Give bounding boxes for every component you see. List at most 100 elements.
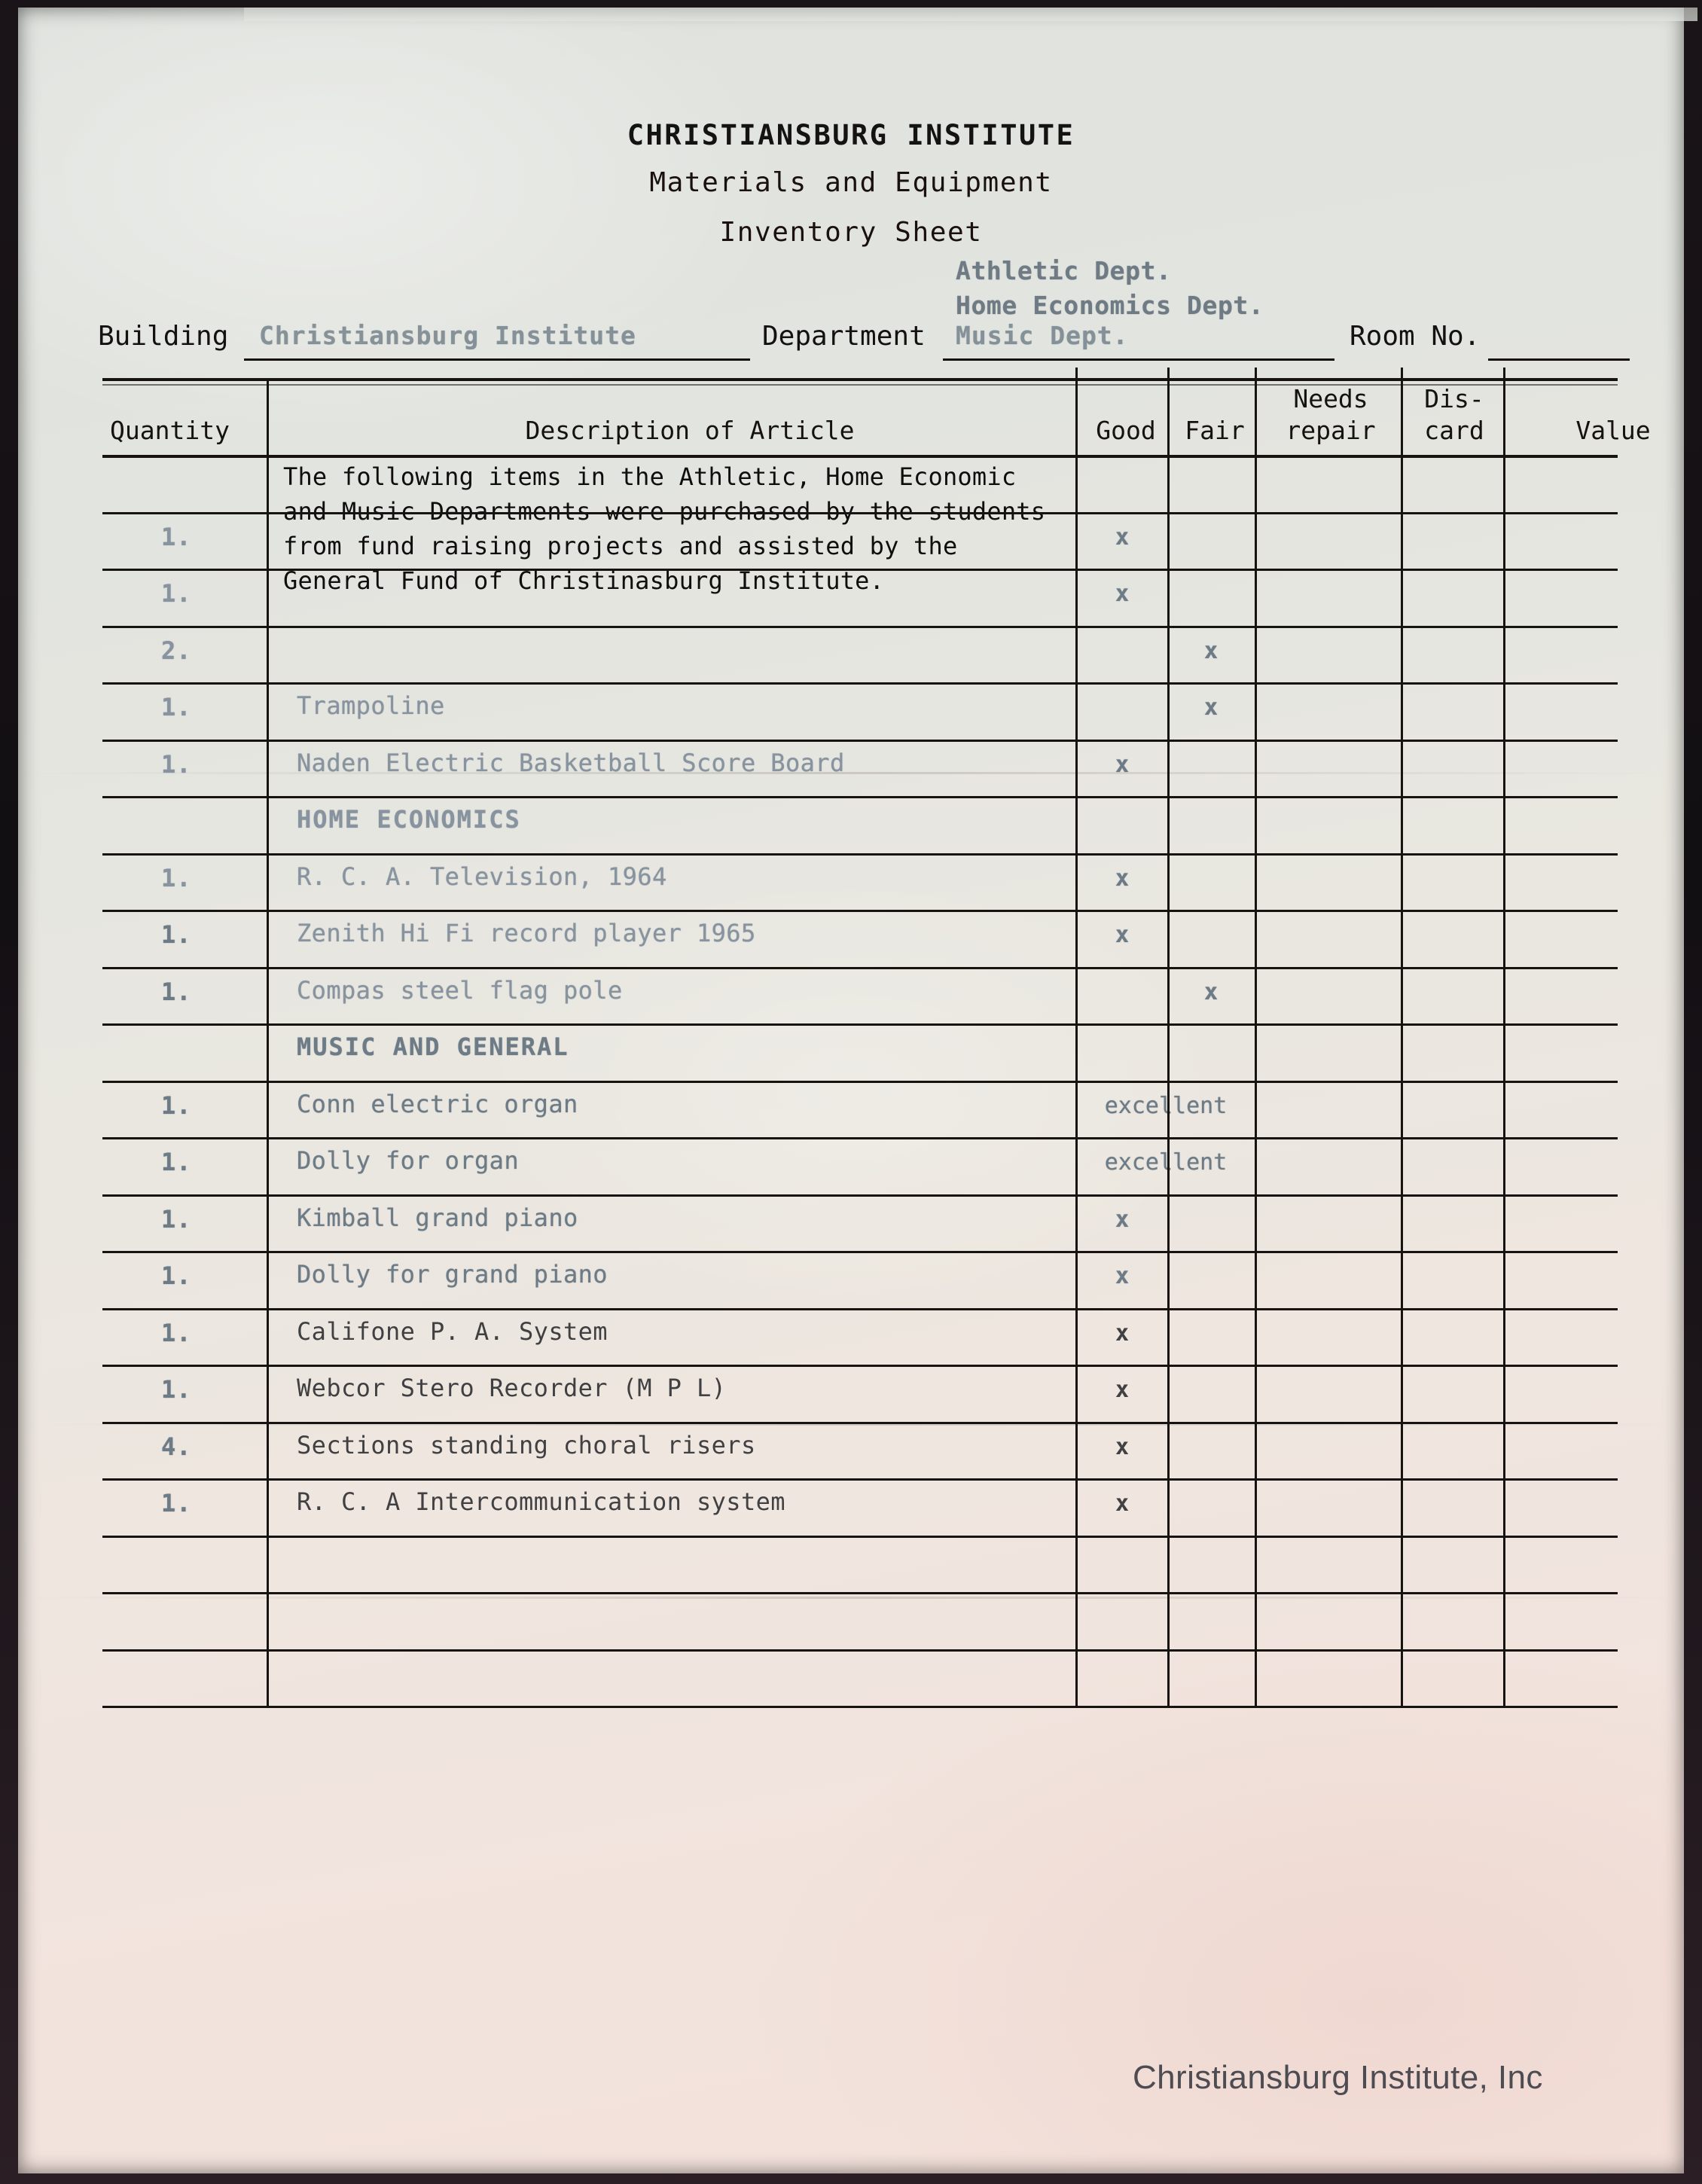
table-hrule bbox=[102, 796, 1618, 798]
room-no-underline bbox=[1488, 358, 1630, 361]
cell-good: x bbox=[1115, 1263, 1130, 1289]
cell-description: Trampoline bbox=[297, 691, 445, 720]
table-hrule bbox=[102, 384, 1618, 386]
department-value-home-economics: Home Economics Dept. bbox=[956, 291, 1264, 320]
column-header-discard-line1: Dis- bbox=[1424, 384, 1484, 413]
form-header-row: Building Christiansburg Institute Depart… bbox=[18, 318, 1684, 363]
cell-description: Califone P. A. System bbox=[297, 1316, 608, 1346]
table-hrule bbox=[102, 966, 1618, 969]
document-subtitle-2: Inventory Sheet bbox=[719, 217, 983, 248]
table-hrule bbox=[102, 378, 1618, 381]
table-hrule bbox=[102, 1023, 1618, 1026]
cell-quantity: 1. bbox=[161, 1375, 192, 1404]
table-hrule bbox=[102, 1478, 1618, 1481]
cell-good: excellent bbox=[1104, 1092, 1228, 1119]
cell-good: x bbox=[1115, 581, 1130, 607]
paper-crease bbox=[18, 1423, 1684, 1426]
table-hrule bbox=[102, 1194, 1618, 1197]
cell-quantity: 1. bbox=[161, 749, 192, 779]
cell-fair: x bbox=[1203, 637, 1219, 664]
table-hrule bbox=[102, 1649, 1618, 1652]
building-field[interactable]: Christiansburg Institute bbox=[259, 321, 636, 350]
table-vrule bbox=[1075, 386, 1078, 1706]
cell-description: Sections standing choral risers bbox=[297, 1430, 756, 1460]
table-vrule bbox=[1075, 368, 1078, 386]
department-value-athletic: Athletic Dept. bbox=[956, 256, 1172, 285]
department-label: Department bbox=[762, 321, 926, 352]
intro-line-2: and Music Departments were purchased by … bbox=[283, 497, 1046, 526]
cell-description: R. C. A Intercommunication system bbox=[297, 1487, 785, 1516]
section-heading: MUSIC AND GENERAL bbox=[297, 1033, 569, 1061]
column-header-description: Description of Article bbox=[525, 416, 855, 445]
paper-crease bbox=[18, 772, 1684, 774]
cell-quantity: 1. bbox=[161, 1204, 192, 1234]
table-vrule bbox=[1167, 368, 1170, 386]
document-title: CHRISTIANSBURG INSTITUTE bbox=[627, 119, 1075, 151]
cell-good: x bbox=[1115, 922, 1130, 948]
cell-good: x bbox=[1115, 523, 1130, 551]
cell-good: excellent bbox=[1104, 1149, 1228, 1176]
department-field[interactable]: Music Dept. bbox=[956, 321, 1129, 350]
table-hrule bbox=[102, 1137, 1618, 1139]
column-header-fair: Fair bbox=[1185, 416, 1245, 445]
table-hrule bbox=[102, 910, 1618, 912]
cell-quantity: 1. bbox=[161, 693, 192, 721]
column-header-needs-repair-line1: Needs bbox=[1293, 384, 1368, 413]
department-underline bbox=[943, 358, 1334, 361]
table-hrule bbox=[102, 1080, 1618, 1083]
inventory-document: CHRISTIANSBURG INSTITUTE Materials and E… bbox=[18, 8, 1684, 2173]
cell-description: Zenith Hi Fi record player 1965 bbox=[297, 919, 756, 947]
cell-good: x bbox=[1115, 1206, 1130, 1233]
table-vrule bbox=[1401, 368, 1403, 1706]
cell-good: x bbox=[1115, 1377, 1130, 1403]
cell-quantity: 2. bbox=[161, 636, 192, 665]
table-hrule bbox=[102, 853, 1618, 856]
cell-good: x bbox=[1115, 1319, 1130, 1347]
cell-description: Conn electric organ bbox=[297, 1089, 578, 1118]
cell-description: Naden Electric Basketball Score Board bbox=[297, 748, 845, 777]
table-hrule bbox=[102, 1421, 1618, 1424]
column-header-needs-repair-line2: repair bbox=[1286, 416, 1376, 445]
table-hrule bbox=[102, 1535, 1618, 1538]
table-hrule bbox=[102, 1365, 1618, 1367]
cell-quantity: 1. bbox=[161, 1318, 192, 1347]
building-label: Building bbox=[98, 321, 229, 352]
table-hrule bbox=[102, 455, 1618, 458]
cell-quantity: 1. bbox=[161, 1489, 192, 1518]
cell-description: Dolly for organ bbox=[297, 1146, 519, 1175]
document-subtitle-1: Materials and Equipment bbox=[649, 167, 1053, 198]
table-hrule bbox=[102, 569, 1618, 571]
column-header-discard-line2: card bbox=[1424, 416, 1484, 445]
cell-fair: x bbox=[1203, 978, 1219, 1005]
cell-good: x bbox=[1115, 1433, 1130, 1460]
cell-fair: x bbox=[1203, 694, 1219, 721]
table-hrule bbox=[102, 1307, 1618, 1310]
column-header-quantity: Quantity bbox=[110, 416, 230, 445]
paper-crease bbox=[18, 1597, 1684, 1599]
table-hrule bbox=[102, 1251, 1618, 1253]
cell-quantity: 1. bbox=[161, 1148, 192, 1176]
cell-description: Compas steel flag pole bbox=[297, 975, 623, 1005]
cell-description: Kimball grand piano bbox=[297, 1203, 578, 1232]
cell-quantity: 4. bbox=[161, 1432, 192, 1461]
table-hrule bbox=[102, 625, 1618, 628]
building-underline bbox=[244, 358, 750, 361]
table-hrule bbox=[102, 739, 1618, 742]
table-vrule bbox=[267, 378, 269, 1706]
cell-description: Webcor Stero Recorder (M P L) bbox=[297, 1374, 727, 1402]
cell-quantity: 1. bbox=[161, 579, 192, 608]
table-vrule bbox=[1167, 386, 1170, 1706]
cell-description: R. C. A. Television, 1964 bbox=[297, 862, 667, 891]
column-header-good: Good bbox=[1096, 416, 1156, 445]
column-header-value: Value bbox=[1575, 416, 1651, 445]
cell-good: x bbox=[1115, 865, 1130, 892]
room-no-label: Room No. bbox=[1350, 321, 1481, 352]
paper-top-edge bbox=[244, 8, 1697, 21]
cell-quantity: 1. bbox=[161, 1261, 192, 1290]
cell-quantity: 1. bbox=[161, 977, 192, 1006]
cell-good: x bbox=[1115, 751, 1130, 778]
table-hrule bbox=[102, 511, 1618, 514]
section-heading: HOME ECONOMICS bbox=[297, 805, 521, 834]
cell-description: Dolly for grand piano bbox=[297, 1260, 608, 1289]
